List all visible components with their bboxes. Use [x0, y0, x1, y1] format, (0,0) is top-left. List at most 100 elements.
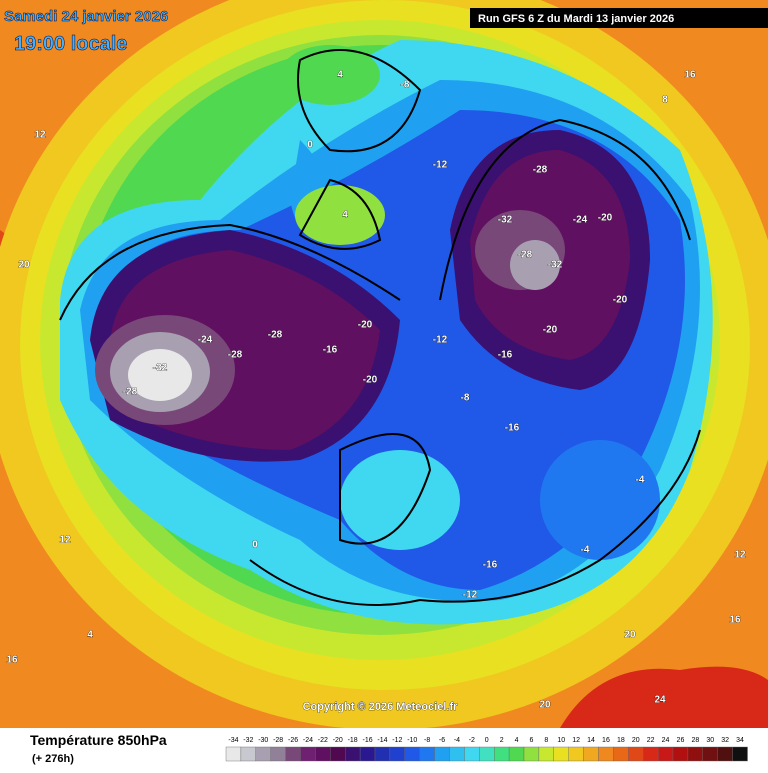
scale-swatch — [389, 746, 405, 762]
scale-label: 24 — [662, 737, 670, 744]
scale-swatch — [508, 746, 525, 762]
contour-label: 4 — [337, 70, 343, 81]
scale-label: 32 — [721, 737, 729, 744]
scale-swatch — [732, 746, 748, 762]
contour-label: -12 — [433, 160, 448, 171]
scale-swatch — [404, 746, 420, 762]
scale-swatch — [359, 746, 376, 762]
scale-label: 8 — [544, 737, 548, 744]
contour-label: -24 — [198, 335, 213, 346]
contour-label: 20 — [18, 260, 30, 271]
scale-label: -26 — [288, 737, 298, 744]
scale-label: 2 — [500, 737, 504, 744]
scale-label: 18 — [617, 737, 625, 744]
contour-label: -20 — [358, 320, 373, 331]
color-scale: -34 -32 -30 -28 -26 -24 -22 -20 -18 -16 -14 -12 -10-… — [225, 737, 748, 762]
scale-label: 16 — [602, 737, 610, 744]
scale-label: 6 — [529, 737, 533, 744]
scale-swatch — [628, 746, 644, 762]
contour-label: -32 — [548, 260, 563, 271]
contour-label: -12 — [433, 335, 448, 346]
copyright: Copyright © 2026 Meteociel.fr — [303, 701, 459, 713]
scale-label: -34 — [228, 737, 238, 744]
scale-swatch — [315, 746, 331, 762]
scale-label: 20 — [632, 737, 640, 744]
scale-swatch — [345, 746, 361, 762]
contour-label: -16 — [505, 423, 520, 434]
contour-label: -12 — [463, 590, 478, 601]
scale-swatch — [434, 746, 450, 762]
scale-swatch — [270, 746, 286, 762]
contour-label: -28 — [518, 250, 533, 261]
contour-label: 8 — [662, 95, 668, 106]
scale-label: 22 — [647, 737, 655, 744]
scale-label: 26 — [677, 737, 685, 744]
contour-label: -16 — [483, 560, 498, 571]
contour-label: -20 — [363, 375, 378, 386]
scale-label: -28 — [273, 737, 283, 744]
scale-swatch — [672, 746, 689, 762]
scale-label: -22 — [318, 737, 328, 744]
contour-label: 12 — [59, 535, 71, 546]
scale-label: 34 — [736, 737, 744, 744]
coastlines — [59, 49, 701, 606]
scale-label: -20 — [333, 737, 343, 744]
contour-label: 16 — [729, 615, 741, 626]
scale-swatch — [523, 746, 540, 762]
run-box — [470, 8, 768, 28]
contour-label: 0 — [252, 540, 258, 551]
scale-swatch — [255, 746, 271, 762]
scale-label: 0 — [485, 737, 489, 744]
scale-label: 30 — [706, 737, 714, 744]
contour-label: 4 — [342, 210, 348, 221]
scale-label: 14 — [587, 737, 595, 744]
run-info: Run GFS 6 Z du Mardi 13 janvier 2026 — [478, 13, 674, 25]
contour-label: -16 — [498, 350, 513, 361]
contour-label: 20 — [624, 630, 636, 641]
field-title: Température 850hPa — [30, 732, 167, 748]
scale-swatch — [330, 746, 346, 762]
scale-swatch — [300, 746, 316, 762]
scale-swatch — [613, 746, 629, 762]
scale-swatch — [568, 746, 584, 762]
contour-label: 4 — [87, 630, 93, 641]
scale-label: -16 — [362, 737, 372, 744]
scale-swatch — [643, 746, 659, 762]
scale-swatch — [419, 746, 435, 762]
contour-label: -16 — [323, 345, 338, 356]
scale-label: 28 — [691, 737, 699, 744]
contour-label: -24 — [573, 215, 588, 226]
forecast-time: 19:00 locale — [14, 33, 127, 55]
scale-swatch — [464, 746, 480, 762]
scale-swatch — [687, 746, 704, 762]
forecast-lead: (+ 276h) — [32, 753, 74, 765]
contour-label: -4 — [636, 475, 645, 486]
contour-label: -20 — [598, 213, 613, 224]
contour-label: -4 — [581, 545, 590, 556]
contour-label: 12 — [734, 550, 746, 561]
scale-label: -10 — [407, 737, 417, 744]
scale-label: -12 — [392, 737, 402, 744]
scale-swatch — [553, 746, 569, 762]
scale-label: -2 — [469, 737, 475, 744]
contour-label: -20 — [543, 325, 558, 336]
scale-swatch — [598, 746, 614, 762]
contour-label: -8 — [401, 80, 410, 91]
scale-label: 10 — [557, 737, 565, 744]
contour-label: -28 — [228, 350, 243, 361]
contour-label: 24 — [654, 695, 666, 706]
scale-swatch — [285, 746, 301, 762]
contour-label: 16 — [684, 70, 696, 81]
scale-label: -30 — [258, 737, 268, 744]
contour-label: 16 — [6, 655, 18, 666]
scale-label: -32 — [243, 737, 253, 744]
contour-label: -28 — [533, 165, 548, 176]
scale-swatch — [717, 746, 733, 762]
scale-swatch — [449, 746, 465, 762]
temperature-field — [0, 0, 768, 730]
contour-labels: -32-28-24-28-28-16-20-20-28-32-28-32-24-… — [6, 69, 746, 711]
contour-label: -32 — [153, 363, 168, 374]
scale-swatch — [240, 746, 256, 762]
forecast-date: Samedi 24 janvier 2026 — [4, 8, 168, 25]
contour-label: -28 — [268, 330, 283, 341]
